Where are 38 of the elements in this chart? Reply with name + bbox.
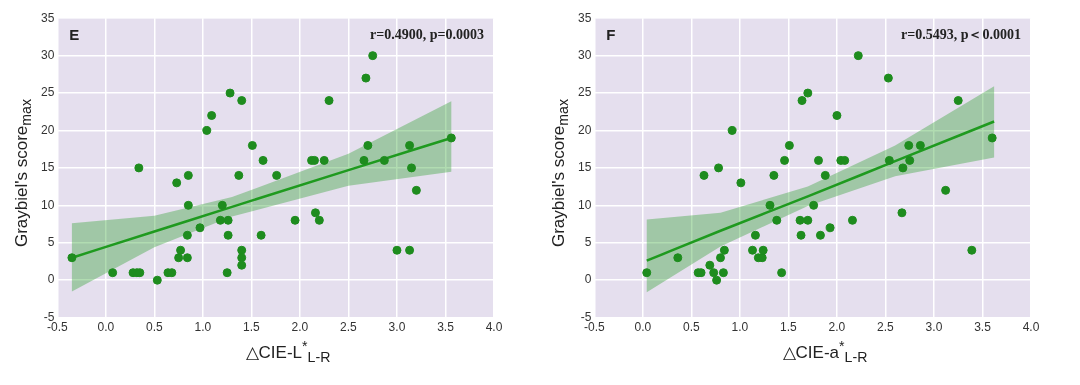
x-tick-label: 3.0 xyxy=(925,320,943,335)
x-tick-label: 3.0 xyxy=(388,320,406,335)
y-tick-label: 20 xyxy=(40,122,55,137)
y-tick-label: 25 xyxy=(40,85,55,100)
y-tick-label: 20 xyxy=(577,122,592,137)
annotation: F xyxy=(606,25,616,43)
x-tick-label: 3.5 xyxy=(974,320,992,335)
y-tick-label: 30 xyxy=(40,47,55,62)
annotation: r=0.5493, p＜0.0001 xyxy=(901,26,1021,42)
x-tick-label: 4.0 xyxy=(485,320,503,335)
y-tick-label: 15 xyxy=(577,160,592,175)
y-tick-label: 10 xyxy=(40,197,55,212)
y-tick-label: 35 xyxy=(40,10,55,25)
y-tick-label: 10 xyxy=(577,197,592,212)
x-tick-label: 2.5 xyxy=(877,320,895,335)
x-tick-label: 2.0 xyxy=(291,320,309,335)
x-tick-label: 1.0 xyxy=(731,320,749,335)
x-tick-label: 2.5 xyxy=(340,320,358,335)
y-tick-label: 0 xyxy=(584,272,592,287)
x-tick-label: 1.5 xyxy=(780,320,798,335)
y-tick-label: 25 xyxy=(577,85,592,100)
x-tick-label: 4.0 xyxy=(1022,320,1040,335)
annotation: r=0.4900, p=0.0003 xyxy=(370,26,484,42)
x-tick-label: 1.0 xyxy=(194,320,212,335)
x-tick-label: 1.5 xyxy=(243,320,261,335)
y-tick-label: 15 xyxy=(40,160,55,175)
x-tick-label: 0.5 xyxy=(683,320,701,335)
x-tick-label: 3.5 xyxy=(437,320,455,335)
x-tick-label: 0.5 xyxy=(146,320,164,335)
x-tick-label: 0.0 xyxy=(634,320,652,335)
annotation: E xyxy=(69,25,80,43)
x-tick-label: 0.0 xyxy=(97,320,115,335)
y-tick-label: 35 xyxy=(577,10,592,25)
y-tick-label: 0 xyxy=(47,272,55,287)
y-tick-label: 30 xyxy=(577,47,592,62)
y-tick-label: 5 xyxy=(47,235,55,250)
y-tick-label: 5 xyxy=(584,235,592,250)
x-tick-label: 2.0 xyxy=(828,320,846,335)
